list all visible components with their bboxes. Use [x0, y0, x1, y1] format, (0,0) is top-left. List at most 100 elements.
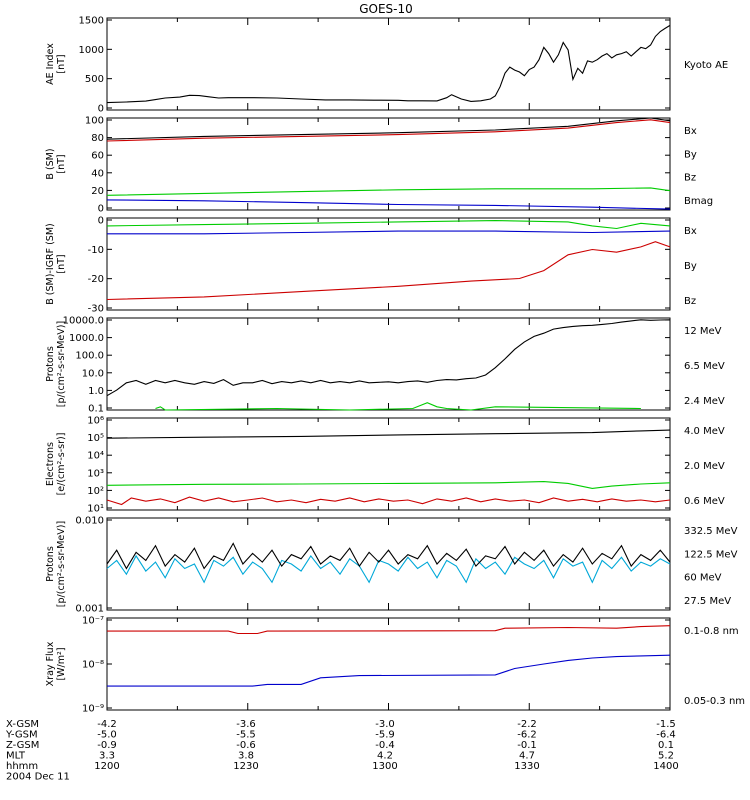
panel-hiprotons: 0.010 0.001 Protons [p/(cm²-s-sr-MeV)] 332.5… — [45, 516, 738, 615]
series-60-mev — [106, 554, 671, 584]
footer-row-label: Z-GSM — [6, 740, 39, 751]
footer-value: 3.8 — [238, 751, 254, 762]
footer-date: 2004 Dec 11 — [6, 772, 70, 783]
panel-protons: 10000.0 1000.0 100.0 10.0 1.0 0.1 Protons [p/(c… — [45, 316, 725, 415]
footer-row-label: Y-GSM — [5, 730, 38, 741]
footer-value: -6.4 — [656, 730, 676, 741]
legend-entry: 4.0 MeV — [684, 426, 725, 437]
ylabel: [nT] — [56, 154, 67, 173]
legend-entry: 60 MeV — [684, 573, 722, 584]
footer-value: 0.1 — [658, 740, 674, 751]
ytick-label: 10³ — [87, 468, 104, 479]
legend-entry: 27.5 MeV — [684, 596, 731, 607]
footer-value: -6.2 — [517, 730, 537, 741]
legend-entry: Bx — [684, 226, 697, 237]
series-by — [106, 220, 671, 230]
footer-value: 1300 — [372, 761, 397, 772]
ylabel: [e/(cm²-s-sr)] — [56, 433, 67, 496]
footer-value: 1330 — [514, 761, 539, 772]
series-6-5-mev — [155, 402, 641, 411]
series-bz — [106, 241, 671, 301]
ytick-label: 500 — [85, 74, 104, 85]
ylabel: B (SM)-IGRF (SM) — [45, 223, 56, 305]
ytick-label: 0 — [98, 216, 104, 227]
panel-bigrf: 0 -10 -20 -30 B (SM)-IGRF (SM) [nT] Bx By Bz — [45, 216, 697, 315]
ytick-label: 40 — [91, 168, 104, 179]
footer-row-label: X-GSM — [6, 719, 39, 730]
footer-row-label: hhmm — [6, 761, 38, 772]
ylabel: [nT] — [56, 54, 67, 73]
series-bmag — [106, 117, 671, 140]
footer: X-GSM -4.2 -3.6 -3.0 -2.2 -1.5 Y-GSM -5.0 -5.5 -5… — [5, 719, 679, 783]
footer-value: 4.2 — [377, 751, 393, 762]
legend-entry: Bmag — [684, 196, 713, 207]
footer-value: 3.3 — [99, 751, 115, 762]
ylabel: [p/(cm²-s-sr-MeV)] — [56, 521, 67, 607]
ytick-label: 20 — [91, 186, 104, 197]
ytick-label: 10⁻⁹ — [82, 704, 104, 715]
ylabel: [nT] — [56, 254, 67, 273]
series-bx — [107, 230, 671, 235]
ytick-label: 10⁻⁸ — [82, 660, 104, 671]
ytick-label: 0 — [98, 204, 104, 215]
legend-entry: 332.5 MeV — [684, 526, 738, 537]
ytick-label: 1.0 — [88, 386, 104, 397]
ytick-label: 100 — [85, 116, 104, 127]
ytick-label: 0.001 — [75, 604, 104, 615]
series-by — [106, 187, 671, 196]
footer-value: -5.9 — [375, 730, 395, 741]
footer-value: -0.9 — [97, 740, 117, 751]
ytick-label: 60 — [91, 151, 104, 162]
legend-entry: Bz — [684, 173, 696, 184]
series-4-0-mev — [106, 496, 671, 506]
footer-value: -2.2 — [517, 719, 537, 730]
ytick-label: 10⁴ — [87, 451, 104, 462]
ytick-label: 1500 — [79, 16, 104, 27]
footer-value: 1400 — [653, 761, 678, 772]
ylabel: B (SM) — [45, 148, 56, 179]
legend-entry: 0.6 MeV — [684, 496, 725, 507]
legend-entry: 2.4 MeV — [684, 396, 725, 407]
chart-title: GOES-10 — [359, 2, 413, 16]
legend-entry: 0.05-0.3 nm — [684, 696, 745, 707]
ytick-label: 10¹ — [87, 504, 104, 515]
footer-value: 1200 — [94, 761, 119, 772]
legend-entry: 122.5 MeV — [684, 549, 738, 560]
panel-frame — [106, 117, 671, 211]
ytick-label: 10000.0 — [63, 316, 104, 327]
series-bz — [106, 119, 671, 142]
series-2-0-mev — [106, 481, 671, 489]
series-2-4-mev — [106, 319, 671, 397]
footer-value: -0.6 — [236, 740, 256, 751]
legend-entry: 0.1-0.8 nm — [684, 626, 739, 637]
ylabel: Xray Flux — [45, 641, 56, 686]
panel-frame — [106, 317, 671, 411]
footer-value: -3.0 — [375, 719, 395, 730]
ytick-label: 10⁻⁷ — [82, 616, 104, 627]
panel-frame — [106, 417, 671, 511]
panel-xray: 10⁻⁷ 10⁻⁸ 10⁻⁹ Xray Flux [W/m²] 0.1-0.8 nm 0.0… — [45, 616, 745, 715]
footer-value: -0.1 — [517, 740, 537, 751]
footer-value: -0.4 — [375, 740, 395, 751]
ytick-label: 10² — [87, 486, 104, 497]
ytick-label: 0 — [98, 104, 104, 115]
footer-value: -5.0 — [97, 730, 117, 741]
panel-frame — [106, 17, 671, 111]
series-kyoto-ae — [106, 24, 671, 104]
footer-value: 1230 — [233, 761, 258, 772]
ytick-label: 10.0 — [82, 368, 104, 379]
ytick-label: -20 — [88, 274, 104, 285]
footer-row-label: MLT — [6, 751, 26, 762]
legend-entry: Kyoto AE — [684, 60, 728, 71]
legend-entry: By — [684, 149, 697, 160]
ylabel: [W/m²] — [56, 647, 67, 680]
ylabel: AE Index — [45, 43, 56, 85]
footer-value: -5.5 — [236, 730, 256, 741]
legend-entry: Bx — [684, 126, 697, 137]
ytick-label: 0.1 — [88, 404, 104, 415]
panel-bsm: 100 80 60 40 20 0 B (SM) [nT] Bx By Bz Bmag — [45, 116, 713, 215]
series-0-1-0-8-nm — [107, 625, 671, 635]
ytick-label: -10 — [88, 245, 104, 256]
ytick-label: -30 — [88, 304, 104, 315]
